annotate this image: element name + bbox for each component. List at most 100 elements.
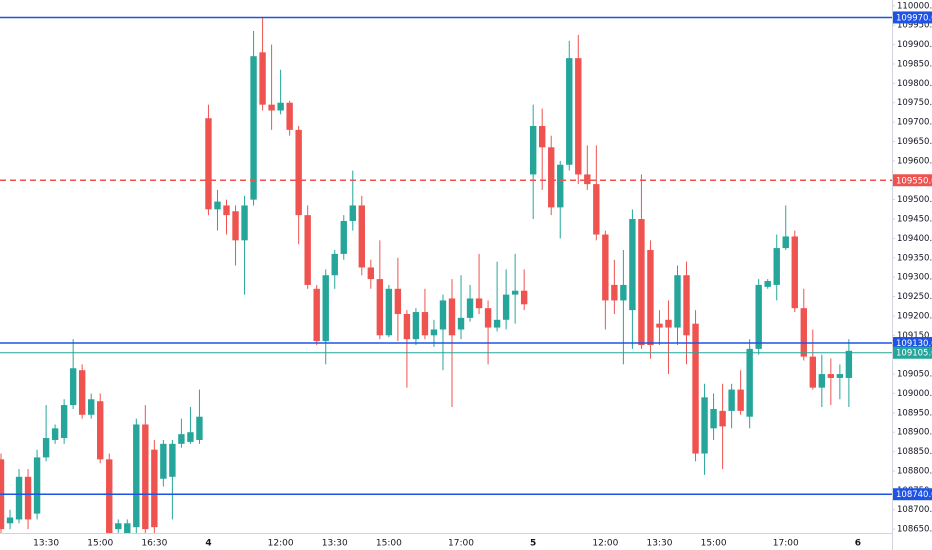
- candle-body: [611, 284, 618, 301]
- candle-body: [719, 410, 726, 427]
- level-label: 109105.0: [896, 349, 932, 359]
- candle-body: [412, 312, 420, 340]
- level-label: 109550.0: [896, 176, 932, 186]
- y-tick-label: 108800.0: [897, 466, 932, 476]
- candle-body: [223, 205, 230, 216]
- x-tick-label: 4: [205, 539, 211, 549]
- y-tick-label: 109900.0: [897, 40, 932, 50]
- candle-body: [115, 523, 122, 530]
- candle-body: [205, 118, 212, 210]
- candle-body: [241, 205, 248, 241]
- candle-body: [178, 434, 185, 444]
- y-tick-label: 109450.0: [897, 215, 932, 225]
- candle-body: [349, 205, 356, 221]
- level-label-box: [893, 488, 932, 501]
- y-tick-label: 109750.0: [897, 98, 932, 108]
- candle-body: [647, 250, 654, 345]
- y-tick-label: 109650.0: [897, 137, 932, 147]
- y-tick-label: 110000.0: [897, 1, 932, 11]
- candle-body: [6, 517, 14, 524]
- candle-body: [51, 428, 59, 440]
- candle-body: [737, 389, 744, 411]
- candle-body: [710, 408, 717, 429]
- candle-body: [584, 174, 591, 185]
- level-label: 109970.0: [896, 13, 932, 23]
- candle-body: [782, 236, 789, 249]
- candle-body: [511, 290, 519, 295]
- candle-body: [340, 220, 347, 254]
- candle-body: [475, 298, 483, 309]
- candle-body: [97, 401, 104, 460]
- candle-body: [728, 389, 735, 411]
- candle-body: [169, 443, 176, 477]
- y-tick-label: 109850.0: [897, 59, 932, 69]
- y-tick-label: 108650.0: [897, 525, 932, 535]
- candle-body: [575, 58, 582, 175]
- candle-body: [656, 323, 663, 328]
- candle-body: [151, 449, 158, 528]
- x-tick-label: 13:30: [33, 539, 59, 549]
- x-tick-label: 5: [530, 539, 536, 549]
- y-tick-label: 109050.0: [897, 370, 932, 380]
- candle-body: [520, 290, 528, 305]
- candle-body: [232, 211, 239, 241]
- candle-body: [268, 104, 275, 111]
- candle-body: [457, 317, 465, 330]
- candle-body: [295, 129, 302, 216]
- y-tick-label: 109950.0: [897, 21, 932, 31]
- candle-body: [60, 405, 68, 439]
- candle-body: [493, 319, 501, 328]
- candle-body: [701, 397, 708, 454]
- candle-body: [33, 457, 41, 514]
- candle-body: [638, 219, 645, 345]
- candle-body: [277, 102, 284, 111]
- y-tick-label: 109300.0: [897, 273, 932, 283]
- x-tick-label: 16:30: [141, 539, 167, 549]
- candle-body: [358, 205, 365, 268]
- y-tick-label: 108900.0: [897, 428, 932, 438]
- candle-body: [214, 201, 221, 210]
- candle-body: [548, 147, 555, 208]
- candle-body: [133, 424, 140, 528]
- y-tick-label: 109250.0: [897, 292, 932, 302]
- candle-body: [286, 102, 293, 130]
- levels: 109970.0 109550.0 109130.0109105.0 108740.0: [0, 11, 932, 501]
- candle-body: [773, 248, 780, 285]
- candle-body: [484, 308, 492, 328]
- candle-body: [421, 312, 429, 336]
- y-tick-label: 109400.0: [897, 234, 932, 244]
- candle-body: [818, 374, 826, 388]
- candle-body: [259, 52, 266, 105]
- candle-body: [529, 125, 537, 175]
- candle-body: [674, 275, 681, 328]
- candle-body: [313, 288, 320, 342]
- candle-body: [322, 275, 329, 342]
- candle-body: [746, 348, 753, 417]
- candle-body: [88, 399, 95, 415]
- level-label-box: [893, 174, 932, 187]
- candle-body: [124, 523, 131, 533]
- level-label-box: [893, 11, 932, 24]
- candle-body: [466, 298, 474, 318]
- y-tick-label: 109700.0: [897, 118, 932, 128]
- x-tick-label: 15:00: [376, 539, 402, 549]
- x-tick-label: 6: [855, 539, 861, 549]
- candle-body: [809, 356, 816, 388]
- candle-body: [764, 281, 771, 287]
- candle-body: [187, 432, 194, 442]
- candle-body: [385, 288, 393, 336]
- candle-body: [827, 374, 835, 378]
- candle-body: [394, 288, 402, 314]
- candle-body: [78, 370, 86, 415]
- candle-body: [502, 294, 510, 320]
- level-label: 109130.0: [896, 339, 932, 349]
- candle-body: [791, 236, 798, 309]
- candle-body: [15, 476, 23, 520]
- candle-body: [845, 350, 853, 378]
- candle-body: [42, 438, 50, 458]
- y-tick-label: 109600.0: [897, 156, 932, 166]
- candle-body: [566, 58, 573, 165]
- y-tick-label: 109500.0: [897, 195, 932, 205]
- candle-body: [620, 284, 627, 301]
